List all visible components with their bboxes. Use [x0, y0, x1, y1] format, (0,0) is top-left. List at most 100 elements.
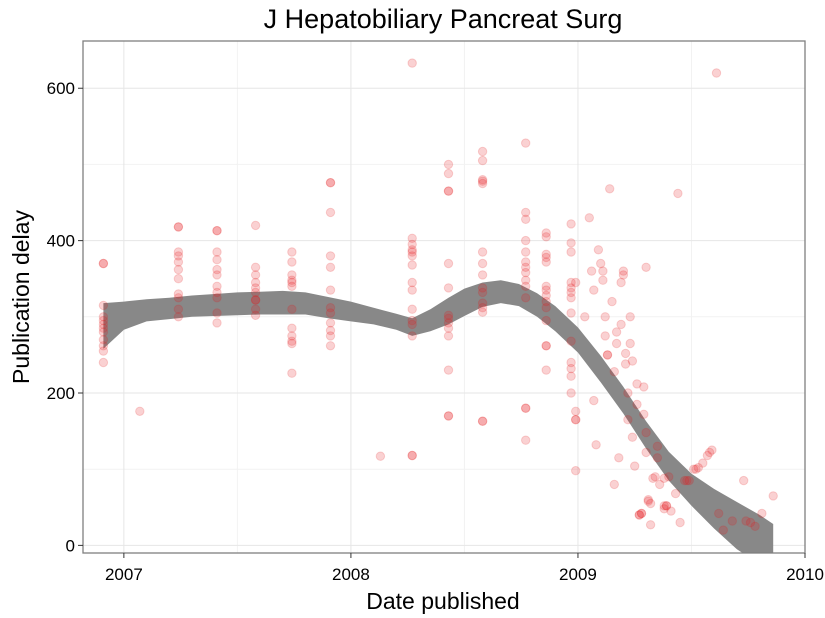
data-point [566, 219, 576, 229]
data-point [566, 277, 576, 288]
data-point [636, 508, 647, 519]
data-point [609, 479, 619, 490]
data-point [98, 346, 109, 356]
x-tick-label: 2007 [105, 565, 143, 584]
data-point [407, 450, 417, 461]
data-point [287, 338, 297, 349]
data-point [173, 257, 184, 267]
data-point [566, 363, 576, 374]
data-point [477, 283, 488, 293]
data-point [632, 399, 642, 410]
data-point [443, 186, 454, 196]
data-point [718, 525, 728, 535]
data-point [443, 411, 454, 421]
y-tick-label: 400 [47, 232, 75, 251]
data-point [98, 335, 109, 345]
data-point [541, 257, 551, 267]
data-point [566, 336, 576, 346]
data-point [325, 178, 336, 188]
data-point [661, 501, 672, 511]
data-point [407, 450, 417, 461]
data-point [98, 327, 109, 337]
data-point [287, 281, 297, 291]
data-point [571, 466, 581, 476]
data-point [98, 312, 109, 322]
data-point [212, 226, 222, 236]
data-point [571, 415, 581, 425]
data-point [634, 510, 644, 520]
data-point [596, 258, 606, 269]
data-point [407, 285, 417, 295]
data-point [745, 517, 756, 528]
data-point [680, 475, 690, 486]
x-tick-label: 2008 [332, 565, 370, 584]
data-point [477, 303, 488, 313]
data-point [477, 287, 488, 298]
data-point [702, 450, 713, 461]
data-point [652, 441, 663, 451]
data-point [661, 501, 672, 511]
data-point [566, 357, 576, 368]
data-point [212, 226, 222, 236]
data-points [98, 58, 778, 535]
data-point [250, 304, 261, 314]
data-point [287, 336, 297, 346]
data-point [600, 331, 610, 341]
data-point [477, 155, 488, 166]
data-point [325, 308, 336, 318]
data-point [135, 406, 145, 416]
data-point [589, 395, 599, 406]
data-point [477, 307, 488, 317]
data-point [750, 521, 760, 531]
data-point [566, 283, 576, 293]
data-point [443, 411, 454, 421]
data-point [250, 295, 261, 305]
data-point [566, 238, 576, 248]
data-point [541, 365, 551, 375]
data-point [173, 222, 184, 232]
data-point [670, 488, 681, 499]
data-point [287, 247, 297, 257]
data-point [541, 290, 551, 301]
data-point [607, 296, 617, 307]
data-point [625, 338, 635, 349]
data-point [614, 453, 624, 463]
data-point [287, 331, 297, 341]
data-point [541, 303, 551, 313]
data-point [287, 368, 297, 378]
data-point [521, 138, 531, 148]
data-point [605, 184, 615, 194]
data-point [693, 463, 703, 473]
data-point [407, 304, 417, 314]
data-point [618, 266, 629, 276]
data-point [625, 312, 635, 322]
axis-ticks: 2007 2008 2009 2010 0 200 400 600 [47, 79, 824, 584]
data-point [666, 506, 676, 516]
data-point [641, 447, 651, 458]
data-point [477, 258, 488, 269]
data-point [443, 331, 454, 341]
data-point [727, 516, 737, 526]
data-point [212, 281, 222, 291]
data-point [618, 270, 629, 280]
data-point [212, 287, 222, 298]
data-point [521, 257, 531, 267]
data-point [287, 257, 297, 267]
data-point [521, 247, 531, 257]
data-point [707, 445, 717, 455]
data-point [632, 379, 642, 389]
smooth-ribbon [103, 280, 774, 553]
data-point [659, 501, 669, 511]
data-point [541, 341, 551, 351]
data-point [586, 266, 597, 276]
data-point [639, 409, 649, 419]
data-point [541, 341, 551, 351]
data-point [407, 319, 417, 330]
data-point [521, 235, 531, 246]
data-point [287, 270, 297, 280]
data-point [591, 440, 601, 450]
data-point [541, 232, 551, 242]
data-point [325, 303, 336, 313]
data-point [173, 251, 184, 261]
data-point [477, 270, 488, 280]
